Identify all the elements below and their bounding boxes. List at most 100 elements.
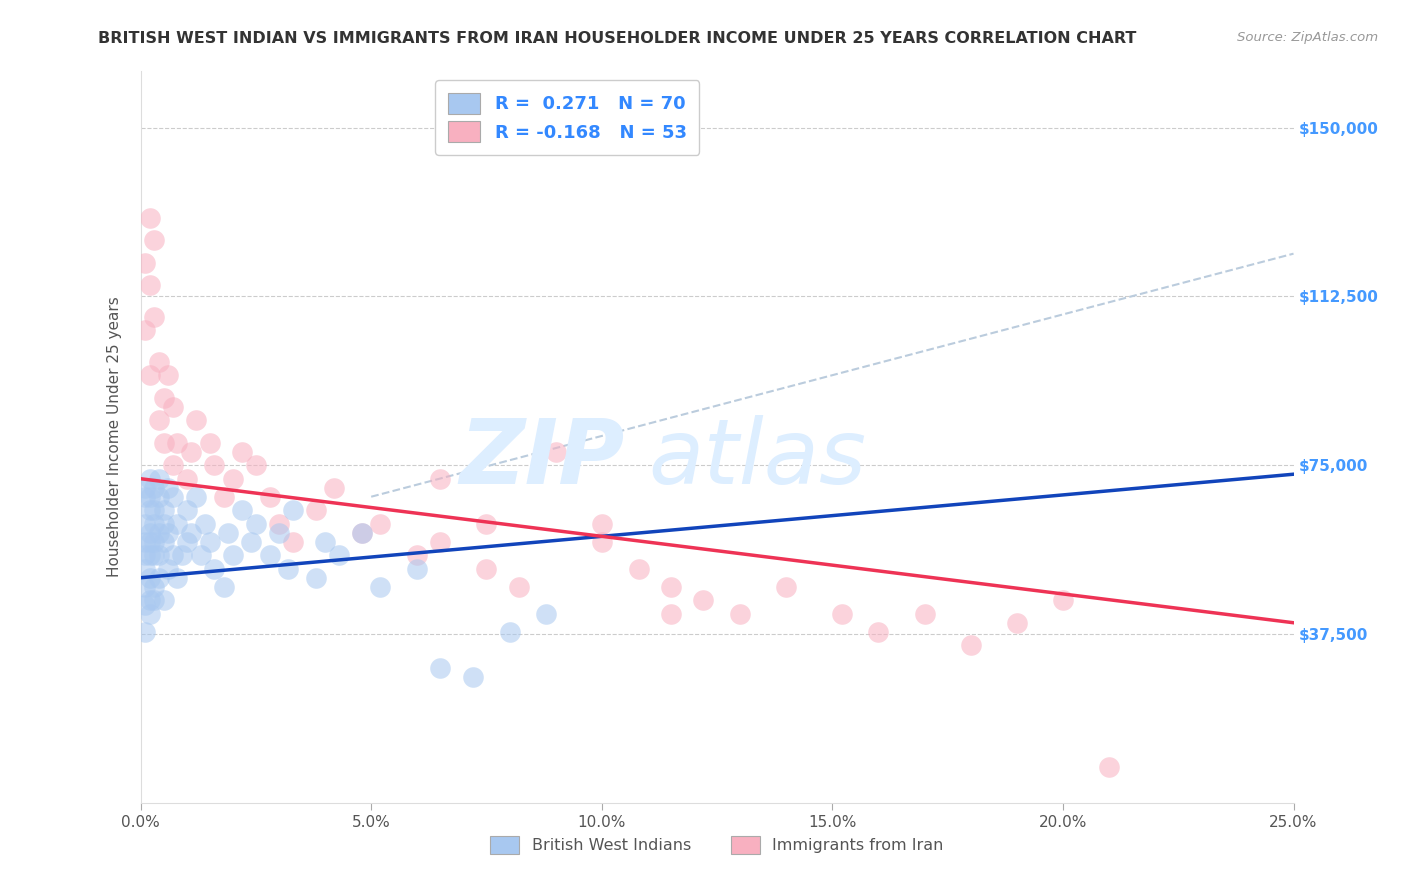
Point [328,548,350,562]
Point [143,580,166,594]
Point [305,571,328,585]
Text: Source: ZipAtlas.com: Source: ZipAtlas.com [1237,31,1378,45]
Legend: British West Indians, Immigrants from Iran: British West Indians, Immigrants from Ir… [484,830,950,861]
Point [222,472,245,486]
Point [148,525,170,540]
Point [305,503,328,517]
Point [475,562,498,576]
Point [172,548,194,562]
Point [157,525,180,540]
Point [184,413,207,427]
Point [350,525,373,540]
Point [536,607,558,621]
Point [914,607,936,621]
Point [202,562,225,576]
Point [166,516,188,531]
Point [231,444,253,458]
Point [162,400,184,414]
Point [323,481,346,495]
Point [143,548,166,562]
Text: atlas: atlas [648,415,866,503]
Point [350,525,373,540]
Point [190,548,212,562]
Point [162,490,184,504]
Point [277,562,299,576]
Point [1005,615,1028,630]
Point [176,503,198,517]
Point [152,503,174,517]
Point [212,490,235,504]
Point [143,310,166,324]
Point [508,580,530,594]
Point [176,472,198,486]
Point [370,516,392,531]
Point [162,548,184,562]
Point [152,391,174,405]
Point [148,571,170,585]
Point [157,368,180,383]
Point [314,534,336,549]
Point [134,598,156,612]
Point [959,638,981,652]
Point [180,525,202,540]
Point [831,607,853,621]
Point [406,562,429,576]
Point [139,607,162,621]
Point [591,516,613,531]
Point [143,593,166,607]
Point [659,607,682,621]
Point [143,481,166,495]
Point [148,354,170,368]
Point [659,580,682,594]
Point [166,435,188,450]
Point [692,593,714,607]
Point [139,548,162,562]
Point [157,562,180,576]
Point [139,490,162,504]
Point [134,534,156,549]
Point [152,516,174,531]
Point [180,444,202,458]
Point [429,472,451,486]
Point [139,503,162,517]
Point [143,503,166,517]
Point [406,548,429,562]
Point [429,534,451,549]
Point [868,624,890,639]
Point [1052,593,1074,607]
Point [267,525,290,540]
Point [194,516,217,531]
Point [157,481,180,495]
Point [240,534,263,549]
Point [166,571,188,585]
Point [259,548,281,562]
Point [429,661,451,675]
Point [544,444,567,458]
Point [627,562,650,576]
Text: ZIP: ZIP [460,415,624,503]
Point [148,472,170,486]
Point [152,593,174,607]
Point [461,670,484,684]
Point [498,624,520,639]
Point [134,548,156,562]
Point [134,624,156,639]
Point [184,490,207,504]
Point [176,534,198,549]
Point [139,593,162,607]
Point [134,562,156,576]
Point [139,534,162,549]
Point [148,413,170,427]
Point [143,516,166,531]
Point [134,490,156,504]
Point [139,368,162,383]
Point [728,607,751,621]
Point [281,534,304,549]
Point [152,534,174,549]
Point [370,580,392,594]
Point [198,435,221,450]
Point [475,516,498,531]
Point [148,548,170,562]
Point [143,233,166,247]
Point [775,580,797,594]
